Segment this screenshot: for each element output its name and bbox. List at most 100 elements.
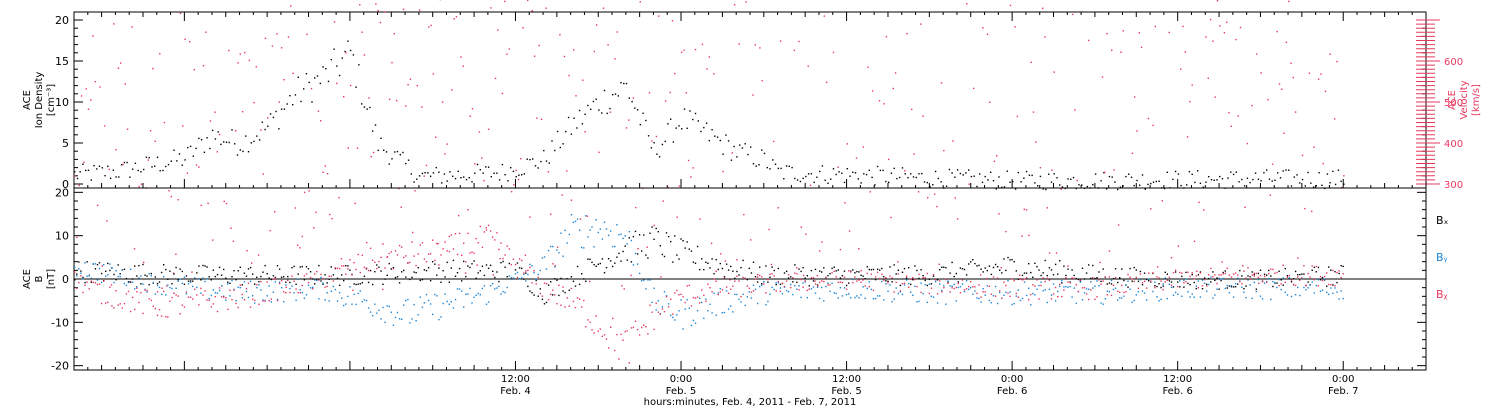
bz-point [638,334,641,336]
bz-point [626,330,628,332]
time-tick-label: 0:00 [1332,374,1354,385]
bz-point [647,333,649,335]
density-point [1061,186,1064,188]
by-point [537,273,539,276]
velocity-point [310,87,313,90]
bx-point [1067,268,1069,270]
by-point [336,300,339,302]
velocity-point [133,248,136,250]
density-point [854,172,857,174]
density-point [214,138,217,140]
bx-point [494,276,496,279]
bx-point [949,272,951,274]
velocity-point [1152,124,1154,127]
density-point [838,171,840,173]
bx-point [1164,271,1166,273]
by-point [574,220,577,223]
velocity-point [384,11,386,13]
bx-point [336,277,339,280]
bx-point [119,273,121,275]
by-point [856,295,858,297]
density-point [361,103,363,105]
velocity-point [124,83,126,85]
density-point [1059,184,1061,186]
density-point [120,164,123,166]
bx-point [198,265,200,267]
density-point [595,98,597,100]
by-point [307,284,310,286]
velocity-point [582,79,584,81]
by-point [587,236,589,238]
velocity-point [1030,61,1032,63]
bz-point [1100,283,1102,285]
bz-point [1270,268,1272,270]
by-point [1177,293,1179,295]
by-point [790,283,792,286]
bz-point [936,293,939,295]
bx-point [309,271,312,273]
by-point [129,268,132,270]
by-point [674,319,676,321]
bz-point [345,273,347,275]
velocity-point [161,287,163,289]
by-point [783,286,786,288]
bx-point [560,277,562,280]
bz-point [355,268,357,271]
bx-point [1048,267,1051,269]
bx-point [870,269,873,271]
density-point [1042,188,1044,190]
density-point [606,112,608,115]
velocity-point [1269,194,1271,196]
density-point [1199,182,1202,184]
density-point [981,181,984,184]
by-point [717,292,719,294]
by-point [769,293,771,295]
velocity-point [154,140,156,142]
by-point [535,278,537,281]
bx-point [270,278,272,281]
bx-point [636,253,639,255]
bx-point [968,263,970,265]
velocity-point [159,53,161,55]
by-point [936,302,939,304]
density-point [921,172,923,175]
bx-point [796,281,798,284]
density-point [664,140,666,143]
by-point [707,310,709,312]
bx-point [885,280,887,282]
velocity-point [1122,30,1124,32]
by-point [792,293,794,296]
by-point [711,312,713,314]
bz-point [154,307,157,310]
velocity-point [904,170,906,172]
bx-point [1011,258,1013,261]
by-point [699,297,701,299]
bx-point [1108,282,1111,284]
bz-point [167,316,169,318]
density-point [1219,175,1221,178]
bz-point [390,251,392,253]
velocity-point [441,101,444,103]
bx-point [353,283,355,285]
velocity-point [777,207,779,209]
bz-point [806,289,808,292]
velocity-point [1000,267,1002,269]
density-point [1188,171,1191,173]
by-point [1270,298,1272,301]
bz-point [1313,279,1315,281]
by-point [494,288,496,290]
by-point [725,290,728,292]
velocity-point [547,171,550,173]
velocity-point [966,3,968,5]
bx-point [96,264,99,266]
by-point [181,282,183,285]
bx-point [1191,273,1193,276]
by-point [361,301,363,303]
density-point [457,170,459,172]
density-point [380,137,382,139]
velocity-point [366,241,368,244]
density-point [918,173,920,175]
bx-point [231,276,233,278]
bx-point [454,275,457,277]
velocity-point [1230,125,1232,127]
